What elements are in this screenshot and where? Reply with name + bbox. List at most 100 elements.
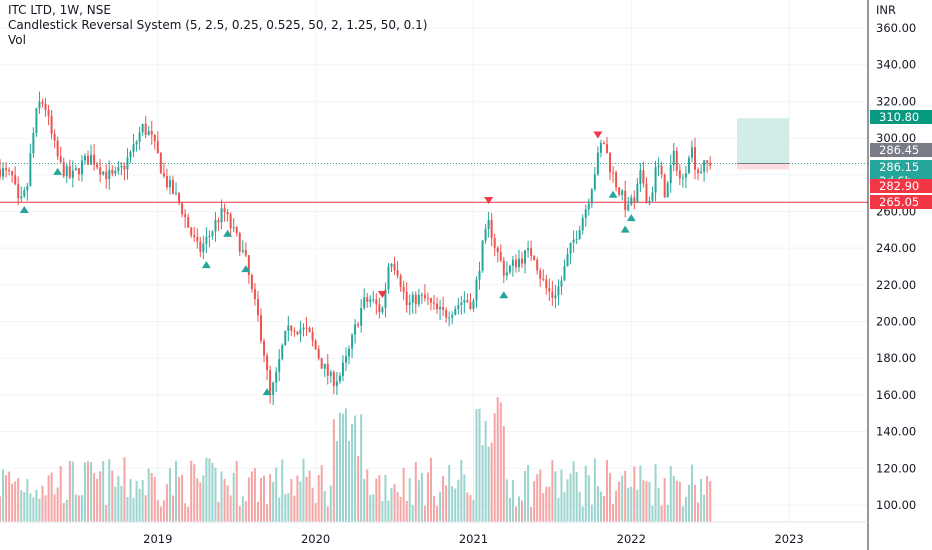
candle-body bbox=[132, 144, 135, 152]
volume-bar bbox=[299, 481, 302, 522]
volume-bar bbox=[557, 497, 560, 522]
candle-body bbox=[575, 238, 578, 240]
volume-bar bbox=[481, 445, 484, 522]
candle-body bbox=[414, 294, 417, 305]
candle-body bbox=[609, 153, 612, 173]
target-zone bbox=[737, 118, 790, 164]
volume-bar bbox=[217, 501, 220, 522]
volume-label[interactable]: Vol bbox=[8, 33, 26, 47]
volume-bar bbox=[615, 490, 618, 522]
volume-bar bbox=[399, 497, 402, 522]
candle-body bbox=[706, 160, 709, 163]
volume-bar bbox=[0, 496, 1, 522]
candle-body bbox=[266, 355, 269, 371]
volume-bar bbox=[8, 471, 11, 522]
volume-bar bbox=[505, 479, 508, 522]
price-tag[interactable]: 265.05 bbox=[870, 195, 932, 209]
price-tag[interactable]: 286.45 bbox=[870, 143, 932, 157]
volume-bar bbox=[357, 455, 360, 522]
candle-body bbox=[260, 315, 263, 341]
candle-body bbox=[690, 147, 693, 158]
volume-bar bbox=[524, 471, 527, 522]
candle-body bbox=[335, 381, 338, 386]
candle-body bbox=[159, 153, 162, 174]
volume-bar bbox=[408, 478, 411, 522]
candle-body bbox=[323, 363, 326, 369]
bullish-reversal-marker bbox=[620, 225, 630, 233]
candle-body bbox=[402, 287, 405, 292]
candle-body bbox=[375, 299, 378, 305]
candle-body bbox=[296, 331, 299, 335]
volume-bar bbox=[678, 481, 681, 522]
horizontal-price-line[interactable] bbox=[0, 162, 868, 203]
candle-body bbox=[50, 115, 53, 134]
candle-body bbox=[378, 304, 381, 313]
candle-body bbox=[2, 168, 5, 177]
volume-bar bbox=[690, 464, 693, 522]
candle-body bbox=[545, 279, 548, 289]
volume-bar bbox=[196, 478, 199, 522]
volume-bar bbox=[241, 496, 244, 522]
candle-body bbox=[700, 171, 703, 174]
indicator-label[interactable]: Candlestick Reversal System (5, 2.5, 0.2… bbox=[8, 18, 428, 32]
volume-bar bbox=[20, 490, 23, 522]
time-axis[interactable]: 2019 2020 2021 2022 2023 bbox=[0, 521, 868, 546]
price-tick-label: 320.00 bbox=[876, 94, 916, 108]
bullish-reversal-marker bbox=[223, 229, 233, 237]
candle-body bbox=[77, 168, 80, 175]
volume-bar bbox=[247, 477, 250, 522]
candle-body bbox=[502, 260, 505, 276]
volume-bar bbox=[466, 492, 469, 522]
candle-body bbox=[102, 171, 105, 175]
year-tick-label: 2023 bbox=[774, 532, 803, 546]
price-tag[interactable]: 282.90 bbox=[870, 179, 932, 193]
candle-body bbox=[351, 334, 354, 349]
candle-body bbox=[62, 162, 65, 177]
volume-bar bbox=[554, 471, 557, 522]
volume-bar bbox=[323, 491, 326, 522]
volume-bar bbox=[366, 469, 369, 522]
candle-body bbox=[299, 329, 302, 335]
candle-body bbox=[508, 265, 511, 273]
candle-body bbox=[223, 208, 226, 213]
symbol-title[interactable]: ITC LTD, 1W, NSE bbox=[8, 3, 111, 17]
candle-body bbox=[344, 356, 347, 363]
risk-reward-box[interactable] bbox=[737, 118, 790, 170]
price-tag[interactable]: 310.80 bbox=[870, 110, 932, 124]
candle-body bbox=[505, 272, 508, 276]
volume-bar bbox=[684, 496, 687, 522]
candle-body bbox=[23, 190, 26, 197]
price-axis[interactable]: INR360.00340.00320.00300.00260.00240.002… bbox=[867, 0, 916, 550]
volume-bar bbox=[551, 460, 554, 522]
volume-bar bbox=[93, 473, 96, 522]
volume-bar bbox=[487, 446, 490, 522]
candle-body bbox=[457, 304, 460, 309]
candle-body bbox=[320, 358, 323, 369]
candle-body bbox=[278, 359, 281, 372]
volume-bar bbox=[393, 484, 396, 522]
candle-body bbox=[354, 324, 357, 335]
volume-bar bbox=[159, 506, 162, 522]
candle-body bbox=[226, 212, 229, 215]
volume-bar bbox=[41, 485, 44, 522]
candle-body bbox=[496, 247, 499, 253]
volume-bar bbox=[378, 475, 381, 522]
price-tag-bg bbox=[870, 195, 932, 209]
volume-bar bbox=[90, 461, 93, 522]
volume-bar bbox=[490, 442, 493, 522]
candle-body bbox=[466, 300, 469, 303]
candle-body bbox=[472, 300, 475, 309]
volume-bar bbox=[596, 485, 599, 522]
candle-body bbox=[341, 362, 344, 376]
volume-bar bbox=[344, 408, 347, 522]
candle-body bbox=[554, 295, 557, 298]
volume-bar bbox=[326, 506, 329, 522]
candle-body bbox=[687, 157, 690, 174]
candle-body bbox=[184, 214, 187, 218]
candle-body bbox=[93, 154, 96, 165]
candle-body bbox=[135, 141, 138, 145]
candle-body bbox=[630, 197, 633, 205]
candle-body bbox=[654, 167, 657, 193]
